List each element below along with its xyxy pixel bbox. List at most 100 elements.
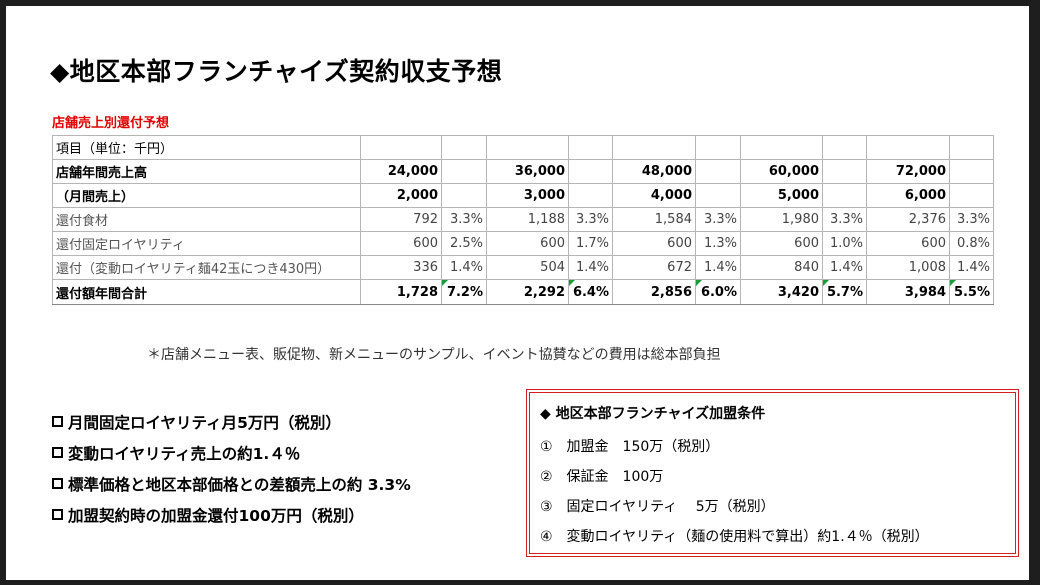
amount-cell: 4,000 [612,183,696,208]
percent-cell [949,159,994,184]
amount-cell [612,135,696,160]
bullet-item: 加盟契約時の加盟金還付100万円（税別） [52,499,411,530]
percent-cell: 1.4% [441,255,487,280]
amount-cell: 36,000 [486,159,569,184]
amount-cell: 1,008 [866,255,950,280]
percent-cell: 1.0% [822,231,867,256]
percent-cell: 5.5% [949,279,994,305]
condition-item: ② 保証金 100万 [540,469,664,485]
bullet-item: 変動ロイヤリティ売上の約1.４％ [52,437,411,468]
green-corner-marker-icon [569,280,575,286]
percent-cell [568,135,613,160]
amount-cell: 1,980 [740,207,823,232]
amount-cell: 600 [486,231,569,256]
percent-cell [695,159,741,184]
amount-cell: 5,000 [740,183,823,208]
percent-cell [949,183,994,208]
amount-cell: 792 [360,207,442,232]
cost-note: ＊店舗メニュー表、販促物、新メニューのサンプル、イベント協賛などの費用は総本部負… [147,347,721,363]
row-label: 還付食材 [52,207,361,232]
percent-cell [822,135,867,160]
amount-cell: 840 [740,255,823,280]
amount-cell [866,135,950,160]
conditions-heading: ◆ 地区本部フランチャイズ加盟条件 [540,406,766,422]
amount-cell: 600 [612,231,696,256]
bullet-item: 標準価格と地区本部価格との差額売上の約 3.3% [52,468,411,499]
bullet-item: 月間固定ロイヤリティ月5万円（税別） [52,406,411,437]
amount-cell: 60,000 [740,159,823,184]
amount-cell [360,135,442,160]
amount-cell: 504 [486,255,569,280]
percent-cell [949,135,994,160]
amount-cell: 600 [740,231,823,256]
percent-cell: 3.3% [822,207,867,232]
page-title: ◆地区本部フランチャイズ契約収支予想 [50,57,503,86]
row-label: 還付額年間合計 [52,279,361,305]
percent-cell [568,159,613,184]
condition-item: ③ 固定ロイヤリティ 5万（税別） [540,499,775,515]
percent-cell [822,183,867,208]
percent-cell: 1.4% [949,255,994,280]
amount-cell: 1,584 [612,207,696,232]
amount-cell: 600 [360,231,442,256]
amount-cell: 336 [360,255,442,280]
percent-cell: 1.7% [568,231,613,256]
amount-cell [486,135,569,160]
amount-cell: 3,984 [866,279,950,305]
percent-cell: 0.8% [949,231,994,256]
percent-cell [695,183,741,208]
amount-cell [740,135,823,160]
table-title: 店舗売上別還付予想 [52,116,170,131]
percent-cell: 6.0% [695,279,741,305]
checkbox-square-icon [52,447,63,458]
condition-item: ④ 変動ロイヤリティ（麺の使用料で算出）約1.４％（税別） [540,529,929,545]
table-row: 店舗年間売上高 24,000 36,000 48,000 60,000 72,000 [52,159,994,184]
checkbox-square-icon [52,509,63,520]
percent-cell: 5.7% [822,279,867,305]
table-row: 項目（単位：千円） [52,135,994,160]
row-label: 還付（変動ロイヤリティ麺42玉につき430円） [52,255,361,280]
percent-cell [441,183,487,208]
row-label: （月間売上） [52,183,361,208]
table-row: （月間売上） 2,000 3,000 4,000 5,000 6,000 [52,183,994,208]
percent-cell: 3.3% [949,207,994,232]
row-label: 店舗年間売上高 [52,159,361,184]
table-row: 還付食材 792 3.3% 1,188 3.3% 1,584 3.3% 1,980 3.3% 2,… [52,207,994,232]
amount-cell: 48,000 [612,159,696,184]
bullet-list: 月間固定ロイヤリティ月5万円（税別） 変動ロイヤリティ売上の約1.４％ 標準価格… [52,406,411,530]
amount-cell: 6,000 [866,183,950,208]
slide: ◆地区本部フランチャイズ契約収支予想 店舗売上別還付予想 項目（単位：千円） 店舗… [6,6,1029,580]
amount-cell: 2,376 [866,207,950,232]
amount-cell: 3,000 [486,183,569,208]
green-corner-marker-icon [950,280,956,286]
percent-cell: 6.4% [568,279,613,305]
percent-cell [822,159,867,184]
percent-cell: 1.4% [822,255,867,280]
percent-cell: 2.5% [441,231,487,256]
amount-cell: 72,000 [866,159,950,184]
checkbox-square-icon [52,416,63,427]
amount-cell: 2,856 [612,279,696,305]
green-corner-marker-icon [696,280,702,286]
percent-cell: 3.3% [441,207,487,232]
amount-cell: 1,188 [486,207,569,232]
percent-cell: 7.2% [441,279,487,305]
amount-cell: 600 [866,231,950,256]
amount-cell: 2,292 [486,279,569,305]
percent-cell: 1.4% [568,255,613,280]
amount-cell: 3,420 [740,279,823,305]
green-corner-marker-icon [442,280,448,286]
percent-cell [441,135,487,160]
refund-forecast-table: 項目（単位：千円） 店舗年間売上高 24,000 36,000 48,000 60,000… [52,135,994,305]
amount-cell: 2,000 [360,183,442,208]
amount-cell: 24,000 [360,159,442,184]
franchise-conditions-box: ◆ 地区本部フランチャイズ加盟条件 ① 加盟金 150万（税別） ② 保証金 1… [526,389,1019,557]
table-row: 還付固定ロイヤリティ 600 2.5% 600 1.7% 600 1.3% 600 1.0% 60… [52,231,994,256]
checkbox-square-icon [52,478,63,489]
percent-cell: 1.4% [695,255,741,280]
percent-cell: 3.3% [695,207,741,232]
table-row: 還付額年間合計 1,728 7.2% 2,292 6.4% 2,856 6.0% 3,420 5… [52,279,994,305]
table-row: 還付（変動ロイヤリティ麺42玉につき430円） 336 1.4% 504 1.4% 672… [52,255,994,280]
percent-cell: 1.3% [695,231,741,256]
percent-cell: 3.3% [568,207,613,232]
